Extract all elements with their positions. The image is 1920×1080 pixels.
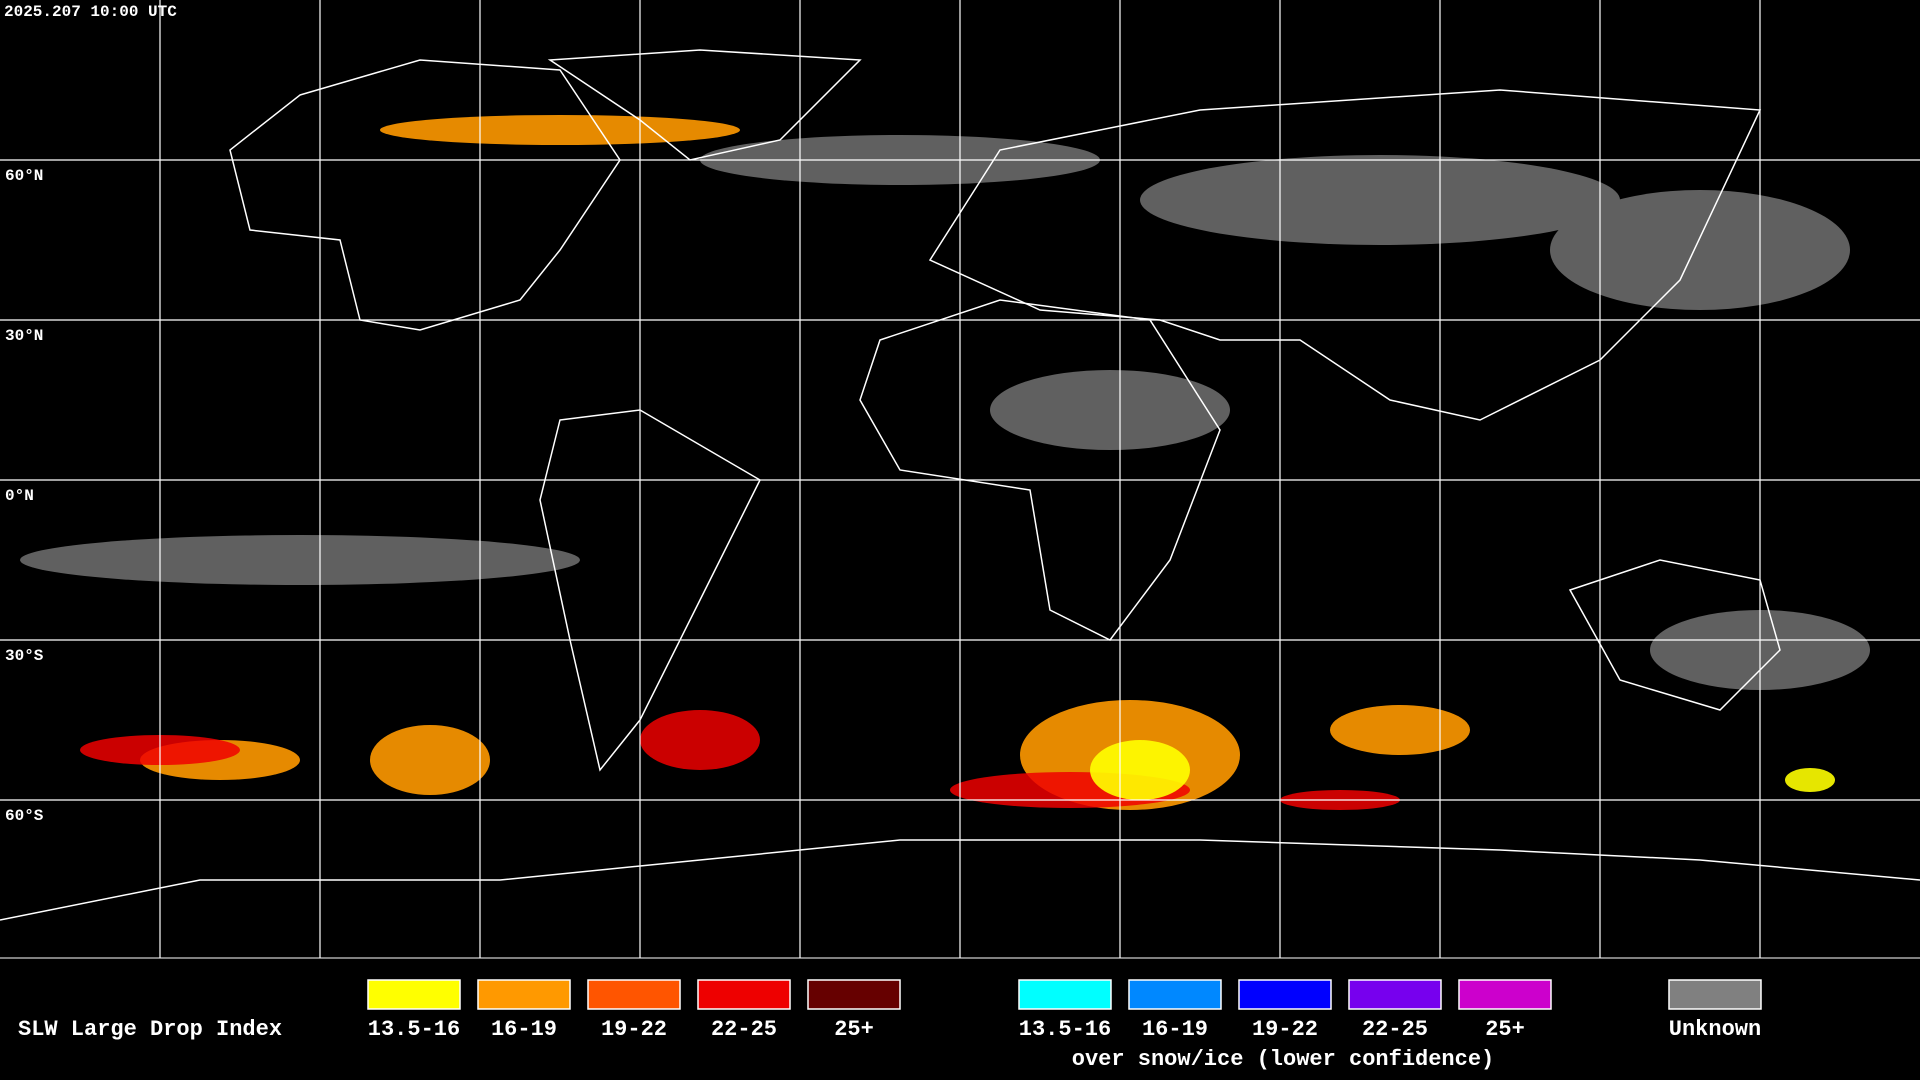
legend-swatch [807, 979, 901, 1010]
legend-label: 16-19 [491, 1017, 557, 1042]
legend-label: 25+ [834, 1017, 874, 1042]
cloud-field [0, 49, 1920, 921]
latitude-label: 30°S [5, 647, 44, 665]
latitude-label: 60°S [5, 807, 44, 825]
legend-title: SLW Large Drop Index [18, 1017, 282, 1042]
legend-swatch [1128, 979, 1222, 1010]
legend-swatch [1348, 979, 1442, 1010]
legend-label: Unknown [1669, 1017, 1761, 1042]
snow-caption: over snow/ice (lower confidence) [1072, 1047, 1494, 1072]
legend-swatch [587, 979, 681, 1010]
legend-label: 22-25 [1362, 1017, 1428, 1042]
legend-swatch [1458, 979, 1552, 1010]
legend-label: 25+ [1485, 1017, 1525, 1042]
legend-swatch [1018, 979, 1112, 1010]
legend-swatch [367, 979, 461, 1010]
legend-label: 13.5-16 [368, 1017, 460, 1042]
latitude-label: 0°N [5, 487, 34, 505]
legend-label: 22-25 [711, 1017, 777, 1042]
graticule: 60°N 30°N 0°N 30°S 60°S [0, 0, 1920, 959]
timestamp: 2025.207 10:00 UTC [4, 3, 177, 21]
legend-swatch [697, 979, 791, 1010]
legend-label: 19-22 [601, 1017, 667, 1042]
legend-swatch [1238, 979, 1332, 1010]
latitude-label: 30°N [5, 327, 43, 345]
latitude-label: 60°N [5, 167, 43, 185]
legend: 13.5-16 16-19 19-22 22-25 25+ 13.5-16 16-19 19-… [367, 979, 1762, 1042]
legend-swatch [477, 979, 571, 1010]
legend-label: 19-22 [1252, 1017, 1318, 1042]
legend-label: 16-19 [1142, 1017, 1208, 1042]
legend-label: 13.5-16 [1019, 1017, 1111, 1042]
legend-swatch [1668, 979, 1762, 1010]
